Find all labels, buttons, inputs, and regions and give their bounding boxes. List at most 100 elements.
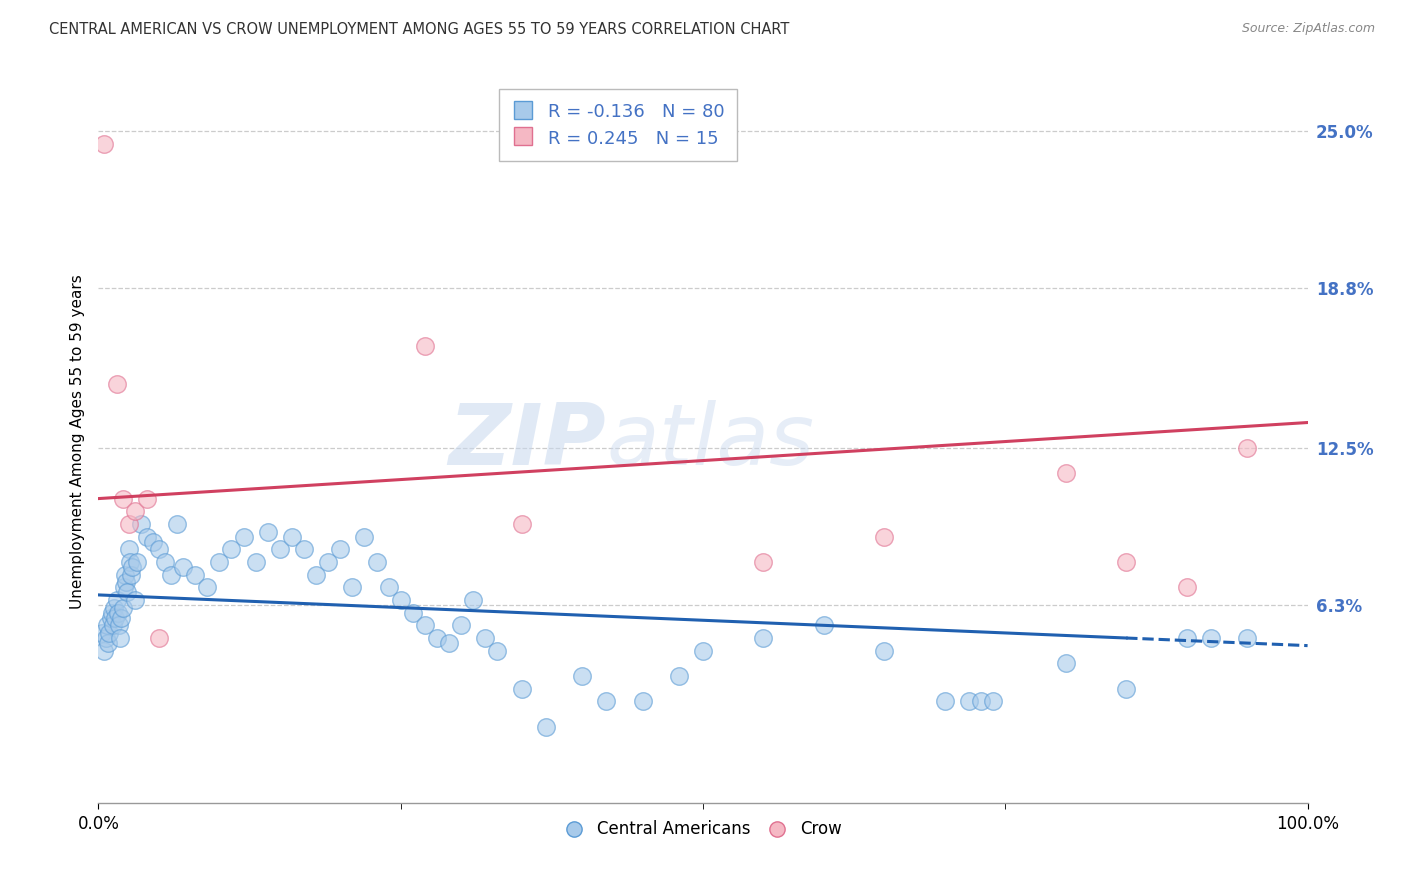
Point bbox=[100, 611, 122, 625]
Point bbox=[195, 580, 218, 594]
Point bbox=[108, 631, 131, 645]
Point bbox=[93, 136, 115, 151]
Point bbox=[107, 606, 129, 620]
Point bbox=[184, 567, 207, 582]
Point bbox=[148, 542, 170, 557]
Point bbox=[510, 681, 533, 696]
Point bbox=[413, 618, 436, 632]
Point bbox=[450, 618, 472, 632]
Point bbox=[129, 516, 152, 531]
Point bbox=[93, 643, 115, 657]
Point bbox=[103, 600, 125, 615]
Point bbox=[100, 606, 122, 620]
Point bbox=[873, 530, 896, 544]
Point bbox=[221, 542, 243, 557]
Y-axis label: Unemployment Among Ages 55 to 59 years: Unemployment Among Ages 55 to 59 years bbox=[69, 274, 84, 609]
Point bbox=[329, 542, 352, 557]
Point bbox=[135, 491, 157, 506]
Point bbox=[474, 631, 496, 645]
Point bbox=[111, 491, 134, 506]
Point bbox=[934, 694, 956, 708]
Point bbox=[873, 643, 896, 657]
Point bbox=[118, 516, 141, 531]
Point bbox=[105, 593, 128, 607]
Point bbox=[115, 575, 138, 590]
Text: ZIP: ZIP bbox=[449, 400, 606, 483]
Point bbox=[121, 560, 143, 574]
Point bbox=[292, 542, 315, 557]
Point bbox=[91, 626, 114, 640]
Point bbox=[510, 516, 533, 531]
Point bbox=[1175, 631, 1198, 645]
Point bbox=[97, 636, 120, 650]
Point bbox=[94, 631, 117, 645]
Point bbox=[104, 611, 127, 625]
Point bbox=[342, 580, 364, 594]
Point bbox=[142, 534, 165, 549]
Point bbox=[117, 585, 139, 599]
Point bbox=[389, 593, 412, 607]
Point bbox=[101, 618, 124, 632]
Point bbox=[96, 618, 118, 632]
Point bbox=[1175, 580, 1198, 594]
Point bbox=[124, 593, 146, 607]
Point bbox=[1054, 657, 1077, 671]
Point bbox=[377, 580, 399, 594]
Point bbox=[1054, 467, 1077, 481]
Point bbox=[1199, 631, 1222, 645]
Point bbox=[486, 643, 509, 657]
Point bbox=[166, 516, 188, 531]
Point bbox=[813, 618, 835, 632]
Point bbox=[160, 567, 183, 582]
Legend: Central Americans, Crow: Central Americans, Crow bbox=[557, 814, 849, 845]
Point bbox=[426, 631, 449, 645]
Text: Source: ZipAtlas.com: Source: ZipAtlas.com bbox=[1241, 22, 1375, 36]
Point bbox=[208, 555, 231, 569]
Point bbox=[118, 555, 141, 569]
Text: atlas: atlas bbox=[606, 400, 814, 483]
Point bbox=[366, 555, 388, 569]
Point bbox=[148, 631, 170, 645]
Point bbox=[402, 606, 425, 620]
Point bbox=[571, 669, 593, 683]
Point bbox=[1236, 631, 1258, 645]
Point bbox=[970, 694, 993, 708]
Point bbox=[172, 560, 194, 574]
Text: CENTRAL AMERICAN VS CROW UNEMPLOYMENT AMONG AGES 55 TO 59 YEARS CORRELATION CHAR: CENTRAL AMERICAN VS CROW UNEMPLOYMENT AM… bbox=[49, 22, 790, 37]
Point bbox=[316, 555, 339, 569]
Point bbox=[353, 530, 375, 544]
Point bbox=[752, 555, 775, 569]
Point bbox=[692, 643, 714, 657]
Point bbox=[118, 542, 141, 557]
Point bbox=[153, 555, 176, 569]
Point bbox=[105, 377, 128, 392]
Point bbox=[1115, 681, 1137, 696]
Point bbox=[595, 694, 617, 708]
Point bbox=[631, 694, 654, 708]
Point bbox=[668, 669, 690, 683]
Point bbox=[1236, 441, 1258, 455]
Point bbox=[108, 618, 131, 632]
Point bbox=[463, 593, 485, 607]
Point bbox=[120, 567, 142, 582]
Point bbox=[269, 542, 291, 557]
Point bbox=[98, 626, 121, 640]
Point bbox=[114, 567, 136, 582]
Point bbox=[124, 504, 146, 518]
Point bbox=[110, 611, 132, 625]
Point bbox=[534, 720, 557, 734]
Point bbox=[112, 580, 135, 594]
Point bbox=[281, 530, 304, 544]
Point bbox=[957, 694, 980, 708]
Point bbox=[437, 636, 460, 650]
Point bbox=[232, 530, 254, 544]
Point bbox=[305, 567, 328, 582]
Point bbox=[127, 555, 149, 569]
Point bbox=[413, 339, 436, 353]
Point bbox=[256, 524, 278, 539]
Point bbox=[752, 631, 775, 645]
Point bbox=[245, 555, 267, 569]
Point bbox=[111, 600, 134, 615]
Point bbox=[135, 530, 157, 544]
Point bbox=[981, 694, 1004, 708]
